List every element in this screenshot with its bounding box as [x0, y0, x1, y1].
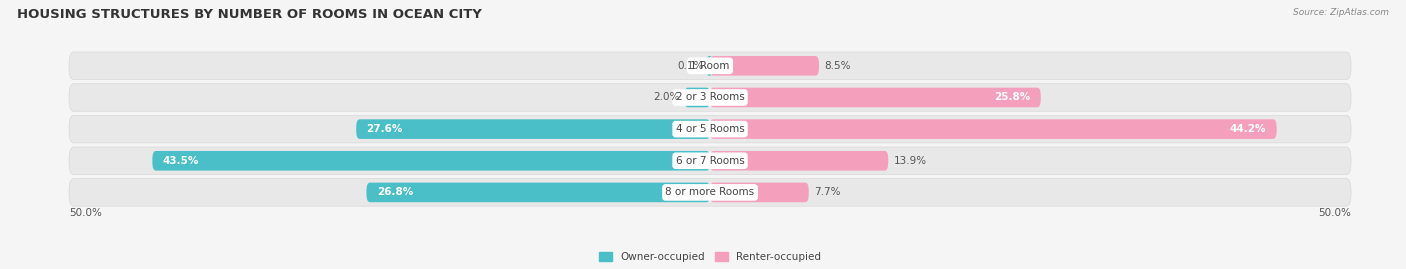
- FancyBboxPatch shape: [69, 84, 1351, 111]
- Text: 1 Room: 1 Room: [690, 61, 730, 71]
- FancyBboxPatch shape: [685, 88, 710, 107]
- Text: 0.1%: 0.1%: [678, 61, 703, 71]
- FancyBboxPatch shape: [356, 119, 710, 139]
- FancyBboxPatch shape: [69, 179, 1351, 206]
- Text: 50.0%: 50.0%: [1319, 208, 1351, 218]
- Text: 8 or more Rooms: 8 or more Rooms: [665, 187, 755, 197]
- FancyBboxPatch shape: [710, 151, 889, 171]
- Text: 8.5%: 8.5%: [824, 61, 851, 71]
- Text: Source: ZipAtlas.com: Source: ZipAtlas.com: [1294, 8, 1389, 17]
- FancyBboxPatch shape: [707, 56, 711, 76]
- FancyBboxPatch shape: [69, 147, 1351, 175]
- Text: 25.8%: 25.8%: [994, 93, 1031, 102]
- Text: 50.0%: 50.0%: [69, 208, 101, 218]
- Text: 2.0%: 2.0%: [652, 93, 679, 102]
- FancyBboxPatch shape: [69, 52, 1351, 80]
- Text: 7.7%: 7.7%: [814, 187, 841, 197]
- FancyBboxPatch shape: [152, 151, 710, 171]
- FancyBboxPatch shape: [710, 88, 1040, 107]
- Text: 2 or 3 Rooms: 2 or 3 Rooms: [676, 93, 744, 102]
- Text: 44.2%: 44.2%: [1230, 124, 1267, 134]
- Text: 6 or 7 Rooms: 6 or 7 Rooms: [676, 156, 744, 166]
- Text: 27.6%: 27.6%: [367, 124, 404, 134]
- FancyBboxPatch shape: [710, 56, 818, 76]
- Text: 43.5%: 43.5%: [163, 156, 200, 166]
- Text: HOUSING STRUCTURES BY NUMBER OF ROOMS IN OCEAN CITY: HOUSING STRUCTURES BY NUMBER OF ROOMS IN…: [17, 8, 482, 21]
- FancyBboxPatch shape: [710, 119, 1277, 139]
- FancyBboxPatch shape: [710, 183, 808, 202]
- Text: 13.9%: 13.9%: [893, 156, 927, 166]
- Text: 26.8%: 26.8%: [377, 187, 413, 197]
- Legend: Owner-occupied, Renter-occupied: Owner-occupied, Renter-occupied: [595, 247, 825, 266]
- FancyBboxPatch shape: [367, 183, 710, 202]
- FancyBboxPatch shape: [69, 115, 1351, 143]
- Text: 4 or 5 Rooms: 4 or 5 Rooms: [676, 124, 744, 134]
